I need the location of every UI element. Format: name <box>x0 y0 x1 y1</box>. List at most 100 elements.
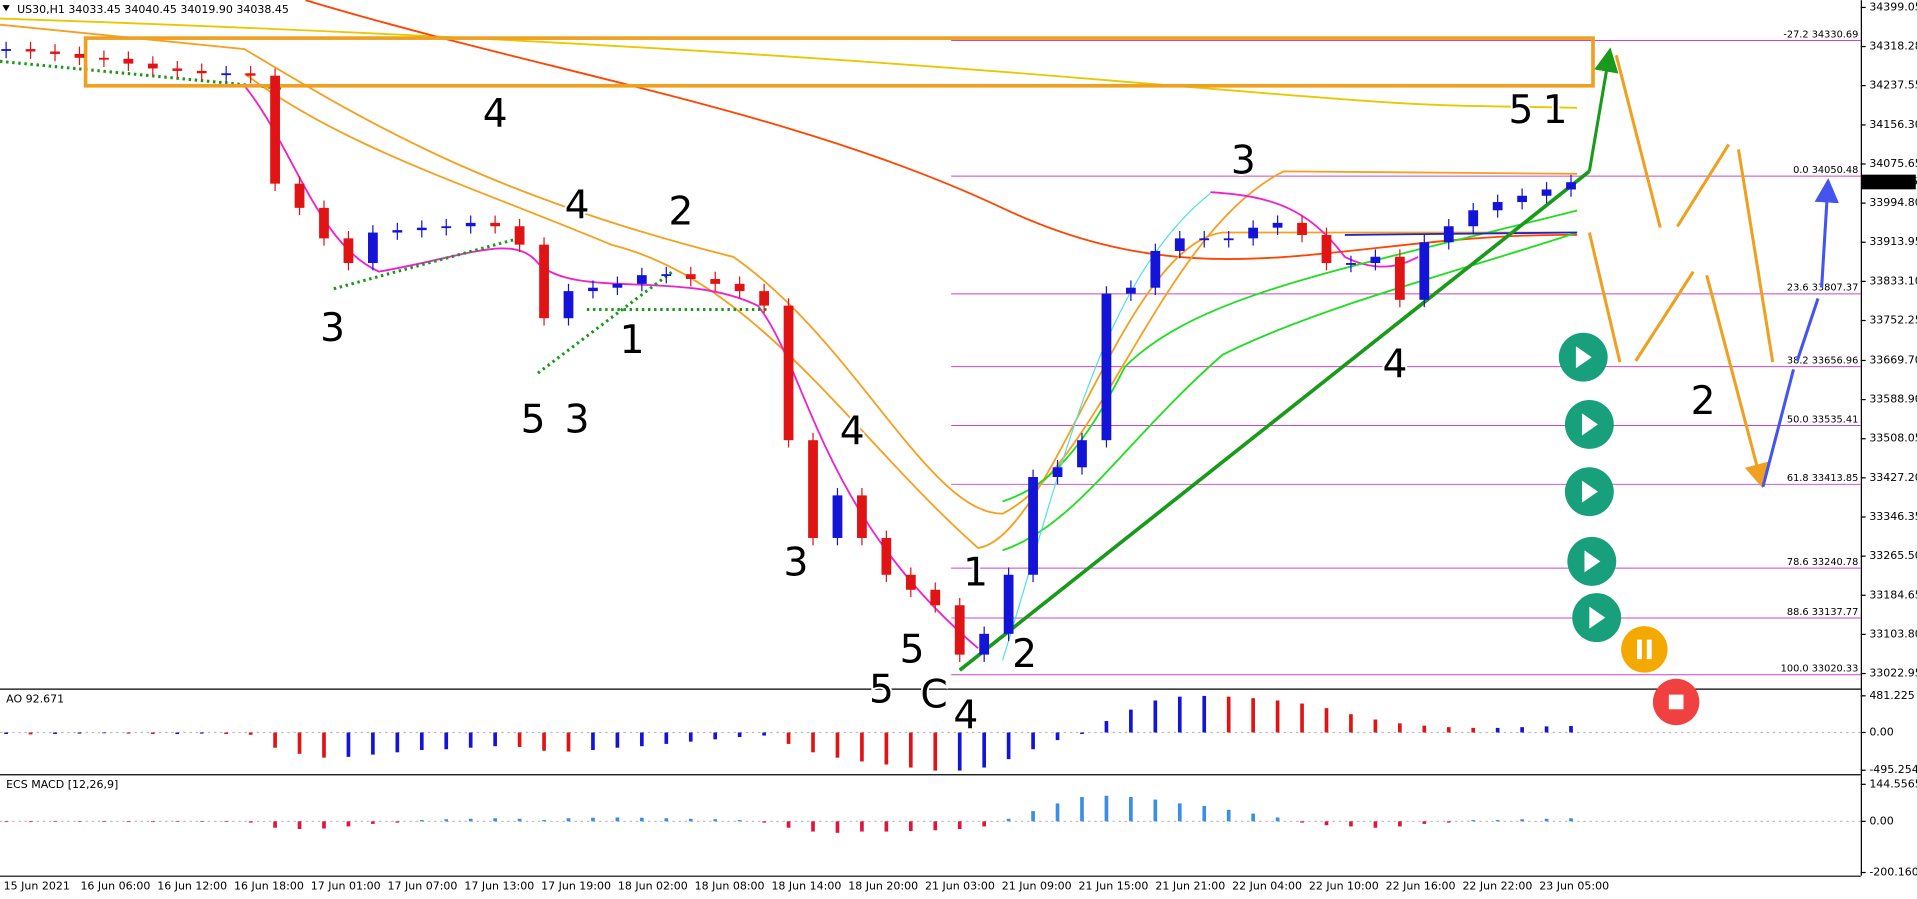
histogram-bar <box>737 732 742 738</box>
wave-label: 4 <box>840 410 865 455</box>
histogram-bar <box>444 819 449 822</box>
histogram-bar <box>591 732 595 751</box>
histogram-bar <box>1373 821 1378 828</box>
histogram-bar <box>860 732 864 762</box>
histogram-bar <box>1055 732 1060 741</box>
y-tick-label: 33508.05 <box>1869 432 1917 445</box>
histogram-bar <box>1373 719 1378 733</box>
panel-frame <box>0 0 1862 877</box>
y-tick-label: 33346.35 <box>1869 510 1917 523</box>
play-button[interactable] <box>1564 467 1614 517</box>
histogram-bar <box>395 821 400 823</box>
x-tick-label: 17 Jun 13:00 <box>464 880 534 893</box>
histogram-bar <box>28 821 33 823</box>
candle <box>832 495 843 538</box>
x-tick-label: 21 Jun 21:00 <box>1155 880 1225 893</box>
histogram-bar <box>102 821 106 822</box>
wave-label: 4 <box>483 92 508 137</box>
x-tick-label: 22 Jun 22:00 <box>1462 880 1532 893</box>
histogram-bar <box>493 732 497 747</box>
wave-label: C <box>920 673 947 718</box>
play-button[interactable] <box>1564 399 1614 449</box>
panel-title: AO 92.671 <box>6 693 64 706</box>
histogram-bar <box>835 732 840 758</box>
candle <box>1052 467 1063 477</box>
candle <box>1517 195 1527 203</box>
histogram-bar <box>786 732 791 744</box>
y-tick-label: 34399.05 <box>1869 0 1917 13</box>
histogram-bar <box>811 821 815 832</box>
histogram-bar <box>126 732 131 734</box>
play-button[interactable] <box>1567 536 1617 586</box>
histogram-bar <box>1324 708 1329 733</box>
x-tick-label: 16 Jun 12:00 <box>157 880 227 893</box>
candle <box>490 222 501 227</box>
wave-label: 5 <box>900 627 925 672</box>
y-tick-label: -200.1602 <box>1869 866 1917 879</box>
fib-label: 61.8 33413.85 <box>1787 473 1858 484</box>
histogram-bar <box>1055 803 1060 822</box>
y-tick-label: 34075.65 <box>1869 157 1917 170</box>
histogram-bar <box>1349 821 1353 827</box>
wave-label: 3 <box>565 397 590 442</box>
x-tick-label: 17 Jun 01:00 <box>311 880 381 893</box>
histogram-bar <box>493 818 497 822</box>
histogram-bar <box>1520 819 1524 822</box>
candle <box>539 244 549 319</box>
candle <box>783 305 794 441</box>
histogram-bar <box>517 732 522 747</box>
histogram-bar <box>664 818 669 822</box>
y-tick-label: 33669.70 <box>1869 353 1917 366</box>
moving-average <box>1210 191 1419 268</box>
wave-label: 1 <box>620 318 645 363</box>
candle <box>1419 242 1430 300</box>
histogram-bar <box>468 732 473 748</box>
histogram-bar <box>273 732 277 748</box>
x-tick-label: 17 Jun 19:00 <box>541 880 611 893</box>
histogram-bar <box>444 732 449 750</box>
candle <box>881 537 892 575</box>
histogram-bar <box>933 732 938 771</box>
panel-title: ECS MACD [12,26,9] <box>6 778 118 791</box>
chart-header: US30,H1 34033.45 34040.45 34019.90 34038… <box>17 3 289 16</box>
candle <box>1199 238 1210 241</box>
histogram-bar <box>1471 820 1476 822</box>
histogram-bar <box>1006 732 1011 760</box>
histogram-bar <box>199 732 204 734</box>
wave-label: 2 <box>1691 379 1716 424</box>
histogram-bar <box>640 817 644 822</box>
histogram-bar <box>1177 803 1182 822</box>
histogram-bar <box>175 732 180 735</box>
indicator-lines <box>0 0 1595 672</box>
y-tick-label: 0.00 <box>1869 814 1894 827</box>
histogram-bar <box>1446 821 1451 823</box>
play-button[interactable] <box>1572 593 1622 643</box>
histogram-bar <box>517 818 522 822</box>
moving-average <box>305 0 1578 260</box>
stop-button[interactable] <box>1652 678 1700 726</box>
candle <box>1443 226 1454 243</box>
histogram-bar <box>811 732 815 753</box>
histogram-bar <box>591 817 595 822</box>
candle <box>636 275 647 284</box>
candle <box>99 57 109 60</box>
histogram-bar <box>1300 821 1304 823</box>
histogram-bar <box>1544 726 1549 733</box>
histogram-bar <box>150 732 155 735</box>
candle <box>1223 238 1234 241</box>
moving-average <box>1001 192 1211 661</box>
histogram-bar <box>1080 732 1084 735</box>
x-tick-label: 18 Jun 08:00 <box>695 880 765 893</box>
fib-label: 50.0 33535.41 <box>1787 414 1858 425</box>
histogram-bar <box>688 818 693 822</box>
pause-button[interactable] <box>1621 626 1668 673</box>
histogram-bar <box>248 732 253 735</box>
y-tick-label: 33752.25 <box>1869 314 1917 327</box>
y-tick-label: -495.254 <box>1869 763 1917 776</box>
candle <box>221 73 232 76</box>
candle <box>1174 238 1185 251</box>
play-button[interactable] <box>1558 332 1608 382</box>
histogram-bar <box>566 818 571 822</box>
